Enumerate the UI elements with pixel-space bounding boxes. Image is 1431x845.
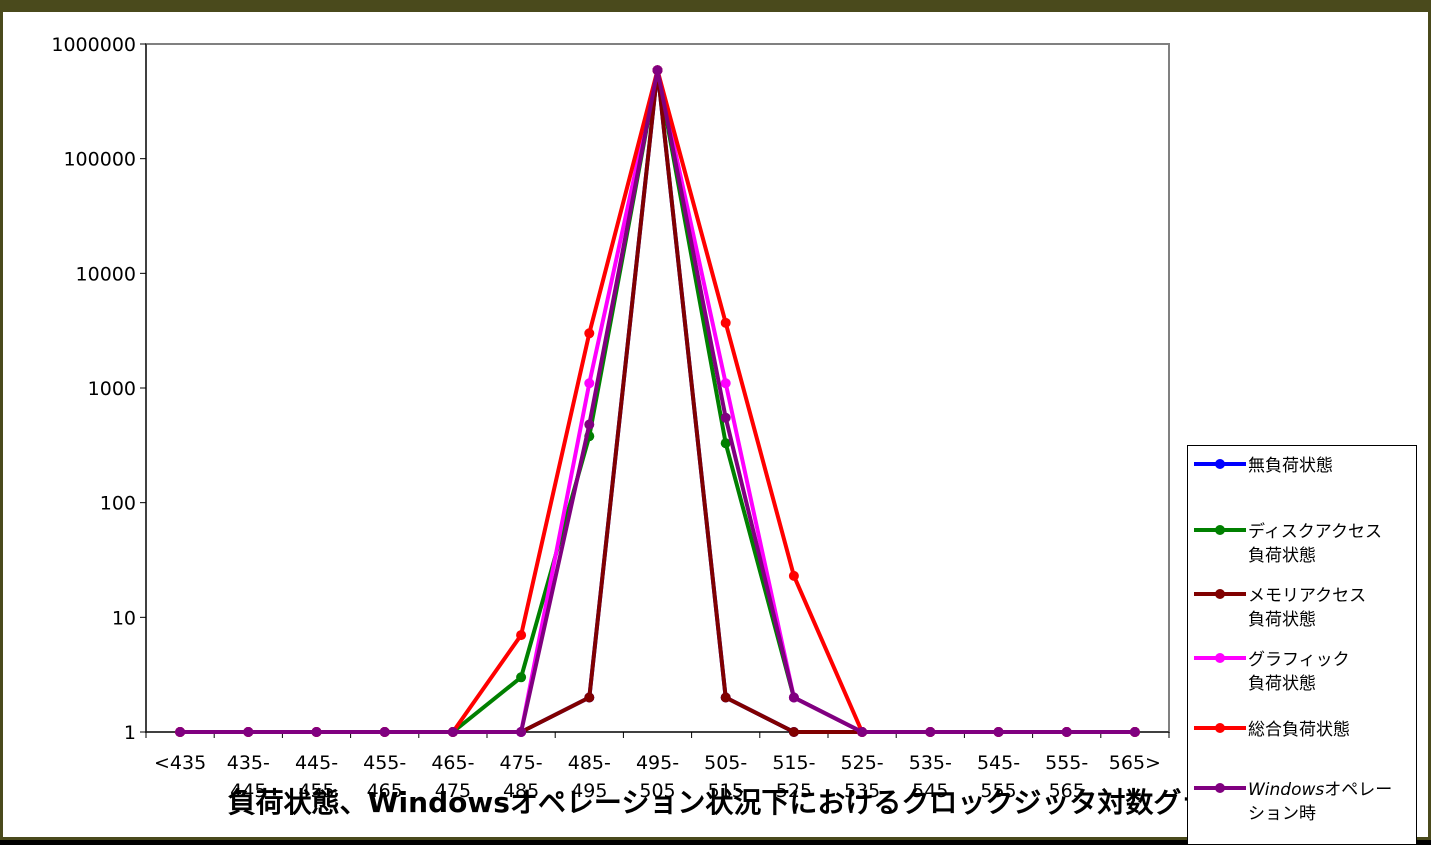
y-tick-label: 100 bbox=[100, 493, 136, 515]
data-point-5 bbox=[1129, 727, 1140, 737]
legend-swatch bbox=[1194, 718, 1246, 738]
chart-area: 1 10 100 1000 10000 100000 1000000 <435 435- 445 4… bbox=[3, 12, 1428, 845]
x-tick-label: 525- bbox=[841, 752, 884, 774]
data-point-5 bbox=[311, 727, 322, 737]
legend-swatch bbox=[1194, 454, 1246, 474]
legend-item: グラフィック 負荷状態 bbox=[1194, 648, 1408, 696]
x-tick-label: 475 bbox=[435, 780, 471, 802]
x-tick-label: 545 bbox=[912, 780, 948, 802]
data-point-5 bbox=[516, 727, 527, 737]
legend-item: ディスクアクセス 負荷状態 bbox=[1194, 520, 1408, 568]
data-point-5 bbox=[925, 727, 936, 737]
data-point-3 bbox=[720, 378, 731, 389]
x-tick-label: 545- bbox=[977, 752, 1020, 774]
x-tick-label: 465- bbox=[431, 752, 474, 774]
legend-swatch bbox=[1194, 584, 1246, 604]
x-tick-label: 565 bbox=[1049, 780, 1085, 802]
legend-label: 総合負荷状態 bbox=[1248, 720, 1350, 740]
data-point-4 bbox=[720, 317, 731, 328]
data-point-4 bbox=[788, 570, 799, 581]
legend-label: 無負荷状態 bbox=[1248, 456, 1333, 476]
data-point-5 bbox=[584, 419, 595, 430]
x-tick-label: 435- bbox=[227, 752, 270, 774]
x-tick-label: 555 bbox=[980, 780, 1016, 802]
legend-item: Windowsオペレー ション時 bbox=[1194, 778, 1408, 826]
data-point-3 bbox=[584, 378, 595, 389]
legend-swatch bbox=[1194, 778, 1246, 798]
legend-label: メモリアクセス 負荷状態 bbox=[1248, 586, 1367, 630]
legend-item: 総合負荷状態 bbox=[1194, 718, 1408, 742]
x-tick-label: 505- bbox=[704, 752, 747, 774]
legend-swatch bbox=[1194, 520, 1246, 540]
x-tick-label: 445 bbox=[230, 780, 266, 802]
x-tick-label: 525 bbox=[776, 780, 812, 802]
data-point-5 bbox=[993, 727, 1004, 737]
data-point-5 bbox=[175, 727, 186, 737]
y-tick-label: 1 bbox=[124, 722, 136, 744]
data-point-2 bbox=[720, 692, 731, 703]
data-point-5 bbox=[857, 727, 868, 737]
plot-border bbox=[145, 43, 1170, 733]
legend-item: メモリアクセス 負荷状態 bbox=[1194, 584, 1408, 632]
x-tick-label: 515 bbox=[708, 780, 744, 802]
y-tick-label: 1000000 bbox=[51, 34, 136, 56]
data-point-1 bbox=[720, 438, 731, 449]
x-tick-label: 535 bbox=[844, 780, 880, 802]
data-point-5 bbox=[243, 727, 254, 737]
legend-item: 無負荷状態 bbox=[1194, 454, 1408, 478]
y-tick-label: 10 bbox=[112, 607, 136, 629]
data-point-2 bbox=[788, 727, 799, 737]
legend-label: グラフィック 負荷状態 bbox=[1248, 650, 1350, 694]
data-point-5 bbox=[1061, 727, 1072, 737]
data-point-4 bbox=[516, 630, 527, 641]
chart-title: 負荷状態、Windowsオペレーション状況下におけるクロックジッタ対数グラフ bbox=[228, 786, 1238, 819]
x-tick-label: <435 bbox=[154, 752, 206, 774]
x-tick-label: 565> bbox=[1109, 752, 1161, 774]
series-line-3 bbox=[180, 68, 1135, 734]
legend-label: ディスクアクセス 負荷状態 bbox=[1248, 522, 1382, 566]
data-point-4 bbox=[584, 328, 595, 339]
x-tick-label: 445- bbox=[295, 752, 338, 774]
y-tick-label: 10000 bbox=[76, 263, 136, 285]
y-tick-label: 100000 bbox=[63, 149, 136, 171]
x-tick-label: 505 bbox=[639, 780, 675, 802]
jitter-log-chart: 1 10 100 1000 10000 100000 1000000 <435 435- 445 4… bbox=[51, 34, 1238, 819]
legend-swatch bbox=[1194, 648, 1246, 668]
data-point-5 bbox=[447, 727, 458, 737]
x-tick-label: 485- bbox=[568, 752, 611, 774]
data-point-5 bbox=[720, 412, 731, 423]
data-point-5 bbox=[788, 692, 799, 703]
x-tick-label: 495 bbox=[571, 780, 607, 802]
x-tick-label: 455 bbox=[298, 780, 334, 802]
x-tick-label: 465 bbox=[367, 780, 403, 802]
series-line-2 bbox=[180, 68, 1135, 734]
legend-label: Windowsオペレー ション時 bbox=[1248, 780, 1393, 824]
x-tick-label: 455- bbox=[363, 752, 406, 774]
series-line-4 bbox=[180, 68, 1135, 734]
data-point-2 bbox=[584, 692, 595, 703]
series-line-1 bbox=[180, 68, 1135, 734]
x-tick-label: 475- bbox=[500, 752, 543, 774]
series-line-0 bbox=[180, 68, 1135, 734]
x-tick-label: 515- bbox=[772, 752, 815, 774]
data-point-5 bbox=[652, 65, 663, 76]
data-point-1 bbox=[516, 672, 527, 683]
x-tick-label: 495- bbox=[636, 752, 679, 774]
x-tick-label: 535- bbox=[909, 752, 952, 774]
legend: 無負荷状態ディスクアクセス 負荷状態 メモリアクセス 負荷状態 グラフィック 負荷状態総合… bbox=[1187, 445, 1417, 845]
data-point-5 bbox=[379, 727, 390, 737]
x-tick-label: 485 bbox=[503, 780, 539, 802]
y-tick-label: 1000 bbox=[88, 378, 136, 400]
x-tick-label: 555- bbox=[1045, 752, 1088, 774]
series-line-5 bbox=[180, 68, 1135, 734]
